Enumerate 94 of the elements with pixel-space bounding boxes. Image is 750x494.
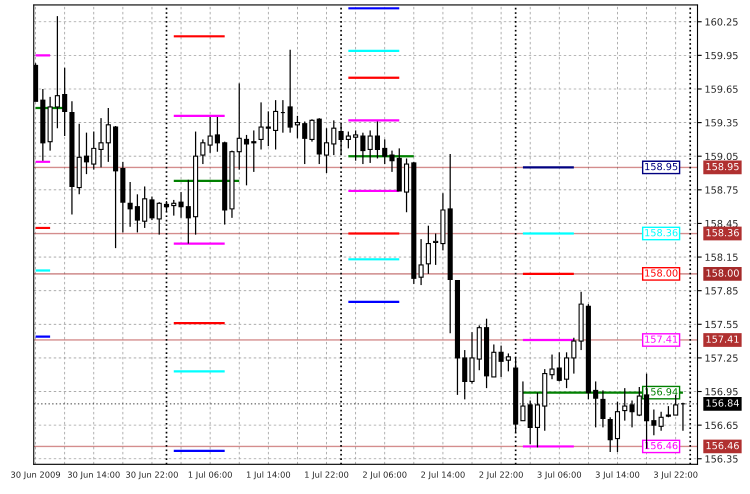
candlestick (91, 130, 96, 170)
candlestick (469, 332, 475, 384)
candlestick (128, 181, 133, 228)
candlestick (571, 337, 576, 374)
candlestick (266, 110, 271, 147)
candlestick (622, 388, 628, 422)
y-tick-label: 158.15 (706, 254, 738, 261)
candlestick (629, 400, 635, 428)
candlestick (236, 82, 242, 170)
candlestick (273, 100, 278, 150)
candlestick (156, 202, 162, 236)
y-tick-label: 158.75 (706, 186, 738, 194)
y-tick-label: 160.25 (706, 18, 738, 26)
annotation: 157.41 (645, 336, 678, 343)
candlestick (433, 232, 438, 266)
candlestick (353, 130, 358, 162)
candlestick (608, 416, 613, 453)
x-tick-label: 30 Jun 14:00 (68, 471, 120, 480)
candlestick (142, 186, 148, 229)
candlestick (666, 405, 671, 418)
candlestick (288, 49, 293, 134)
candlestick (651, 408, 656, 436)
candlestick (368, 130, 373, 164)
candlestick (593, 380, 598, 428)
y-tick-label: 156.65 (706, 422, 738, 429)
candlestick (84, 132, 90, 175)
candlestick (302, 120, 308, 165)
candlestick (564, 352, 570, 389)
candlestick (462, 349, 468, 400)
candlestick (106, 107, 111, 162)
y-tick-label: 156.95 (706, 388, 738, 396)
x-tick-label: 3 Jul 14:00 (596, 471, 640, 480)
y-tick-label: 159.65 (706, 85, 738, 93)
candlestick (186, 179, 191, 244)
candlestick (600, 390, 606, 428)
candlestick (331, 120, 336, 156)
y-tick-label: 157.55 (706, 320, 738, 328)
candlestick (528, 400, 533, 445)
annotation: 158.95 (645, 162, 678, 170)
candlestick (251, 130, 256, 173)
ref-line-label: 156.84 (706, 399, 739, 407)
candlestick (382, 138, 388, 165)
x-tick-label: 2 Jul 06:00 (362, 471, 406, 480)
x-tick-label: 2 Jul 14:00 (421, 471, 465, 480)
candlestick (389, 150, 395, 173)
y-tick-label: 159.05 (706, 152, 738, 160)
candlestick (149, 196, 155, 221)
candlestick (134, 194, 140, 234)
candlestick (309, 118, 315, 142)
candlestick (556, 352, 562, 382)
candlestick (244, 134, 250, 186)
y-tick-label: 156.35 (706, 455, 738, 463)
x-tick-label: 1 Jul 14:00 (246, 471, 290, 480)
y-tick-label: 157.85 (706, 287, 738, 295)
candlestick (208, 116, 213, 154)
candlestick (214, 116, 220, 152)
candlestick (98, 117, 104, 168)
candlestick (534, 392, 540, 448)
candlestick (506, 352, 511, 372)
y-tick-label: 157.25 (706, 354, 738, 362)
x-tick-label: 1 Jul 22:00 (305, 471, 348, 480)
candlestick (520, 380, 526, 422)
x-tick-label: 1 Jul 06:00 (188, 471, 232, 480)
ref-line-label: 158.95 (706, 162, 739, 170)
candlestick (418, 238, 424, 286)
candlestick (346, 130, 351, 149)
candlestick (324, 128, 330, 174)
candlestick (360, 132, 366, 165)
x-tick-label: 3 Jul 06:00 (538, 471, 582, 480)
x-tick-label: 30 Jun 22:00 (126, 471, 178, 480)
candlestick (62, 67, 68, 137)
candlestick (258, 102, 264, 150)
candlestick (294, 115, 300, 139)
annotation: 158.00 (645, 269, 678, 277)
y-tick-label: 159.95 (706, 52, 738, 60)
x-tick-label: 30 Jun 2009 (11, 471, 60, 480)
candlestick (54, 16, 60, 129)
candlestick (549, 354, 555, 380)
ref-line-label: 157.41 (706, 336, 739, 343)
candlestick (200, 138, 206, 165)
candlestick (426, 225, 431, 274)
ref-line-label: 158.36 (706, 228, 739, 236)
candlestick (498, 344, 504, 378)
candlestick (374, 120, 380, 160)
candlestick (178, 191, 184, 218)
annotation: 158.36 (645, 228, 678, 236)
y-tick-label: 158.45 (706, 220, 738, 228)
ref-line-label: 158.00 (706, 269, 739, 277)
x-tick-label: 3 Jul 22:00 (654, 471, 698, 480)
ref-line-label: 156.46 (706, 442, 739, 450)
candlestick (171, 199, 176, 216)
y-tick-label: 159.35 (706, 119, 738, 126)
candlestick (658, 411, 664, 432)
x-tick-label: 2 Jul 22:00 (479, 471, 523, 480)
